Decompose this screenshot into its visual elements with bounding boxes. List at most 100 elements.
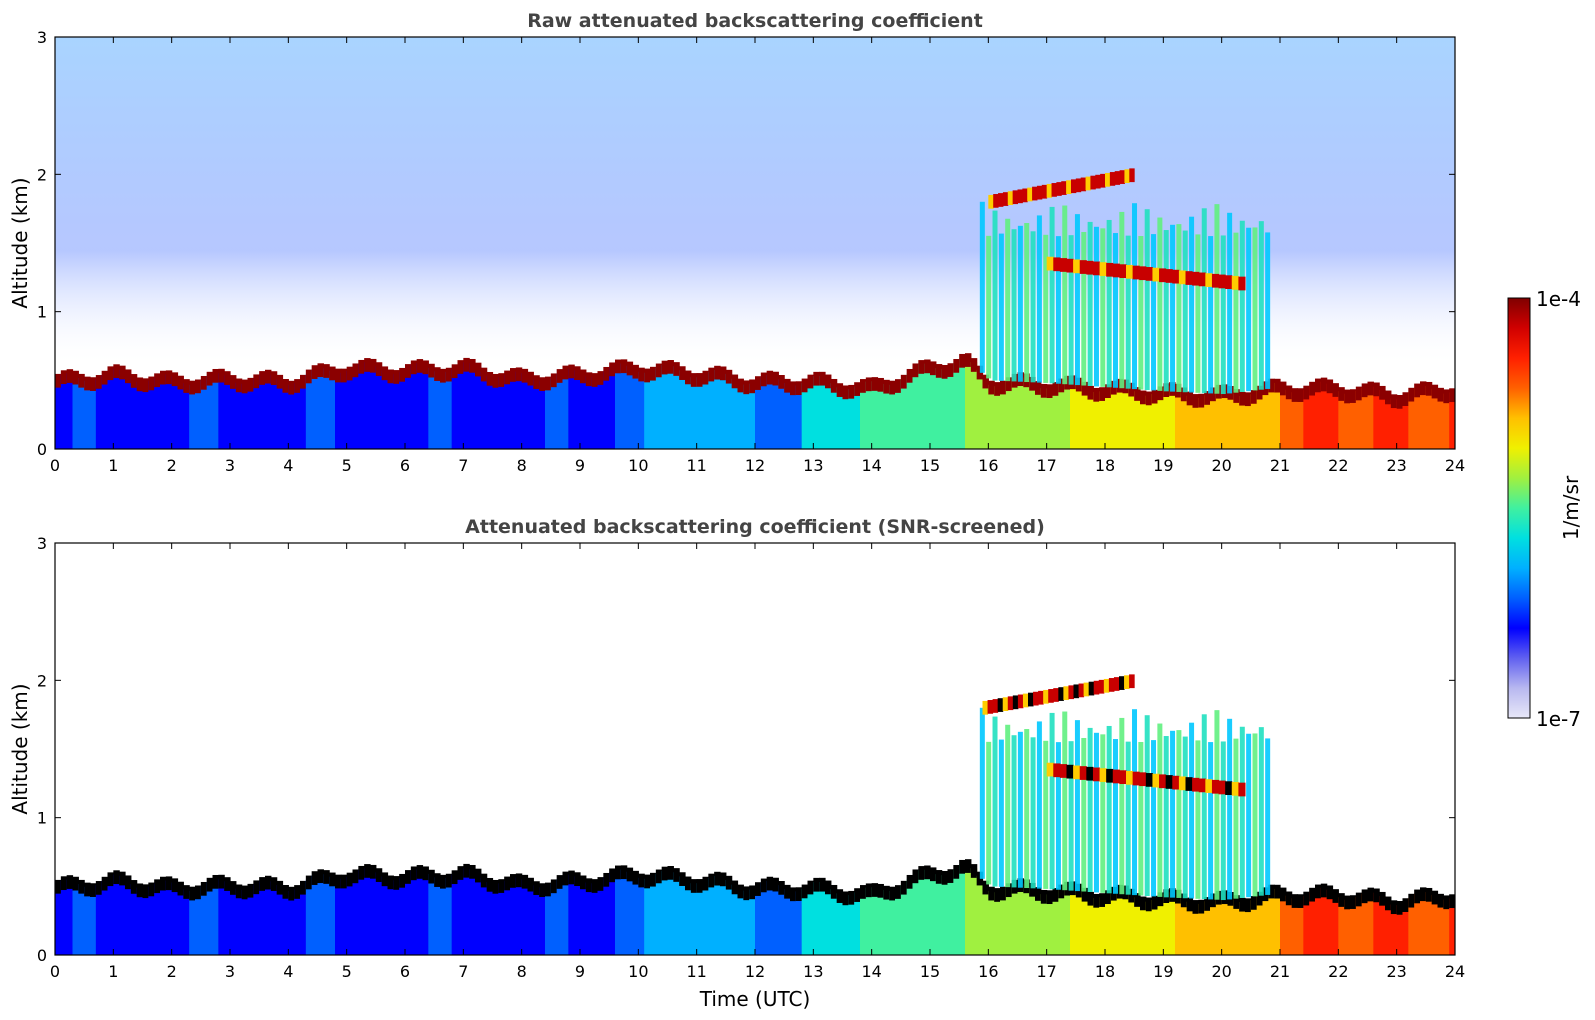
boundary-layer-top [965,353,972,367]
aerosol-column [95,885,103,955]
aerosol-column [300,884,307,955]
boundary-layer-top [667,360,674,374]
aerosol-column [230,885,237,955]
aerosol-column [1058,888,1065,955]
boundary-layer-top [1093,387,1100,402]
x-tick-label: 19 [1153,962,1173,981]
precipitation-streak [1258,727,1264,896]
boundary-layer-top [854,888,861,902]
boundary-layer-top [1344,895,1351,910]
precipitation-streak [1055,742,1061,890]
aerosol-column [445,371,453,449]
aerosol-column [766,880,774,955]
aerosol-column [212,879,219,955]
boundary-layer-top [661,866,669,881]
boundary-layer-top [1233,389,1240,403]
aerosol-column [136,381,144,449]
aerosol-column [1414,387,1421,449]
aerosol-column [434,371,441,449]
aerosol-column [1431,894,1439,955]
cloud-layer-0 [992,699,999,713]
cloud-layer-1 [1092,261,1101,276]
precipitation-streak [1151,234,1157,391]
boundary-layer-top [66,875,74,889]
cloud-layer-1 [1218,274,1226,289]
boundary-layer-top [1046,890,1054,905]
aerosol-column [148,886,155,955]
aerosol-column [1110,384,1118,449]
x-tick-label: 5 [342,962,352,981]
boundary-layer-top [1128,382,1135,397]
aerosol-column [416,869,424,955]
cloud-layer-0 [1114,171,1121,185]
raw-x-axis: 0 1 2 3 4 5 6 7 8 9 10 11 12 13 14 15 16 17 18 19 20 21 22 23 24 [50,37,1465,475]
aerosol-column [329,876,336,955]
boundary-layer-top [562,871,569,886]
cloud-layer-1 [1198,778,1206,793]
precipitation-streak [1017,731,1023,888]
cloud-layer-0 [1061,181,1067,195]
boundary-layer-top [305,875,313,890]
precipitation-streak [1087,727,1093,892]
boundary-layer-top [480,873,488,888]
aerosol-column [323,368,330,449]
boundary-layer-top [1268,884,1275,899]
aerosol-column [976,369,984,449]
aerosol-column [375,872,383,955]
aerosol-column [574,370,581,449]
aerosol-column [743,384,750,449]
boundary-layer-top [591,373,599,387]
boundary-layer-top [463,357,470,372]
boundary-layer-top [399,873,406,888]
precipitation-streak [1176,730,1182,898]
boundary-layer-top [1128,888,1135,903]
snr-heatmap [55,674,1455,955]
boundary-layer-top [755,882,762,896]
aerosol-column [795,385,803,449]
boundary-layer-top [165,876,173,891]
y-tick-label: 2 [37,671,47,690]
boundary-layer-top [224,371,231,385]
aerosol-column [1338,391,1345,449]
x-tick-label: 11 [686,962,706,981]
aerosol-column [562,875,569,955]
precipitation-streak [1093,226,1099,387]
x-tick-label: 17 [1036,456,1056,475]
precipitation-streak [1125,741,1131,895]
aerosol-column [889,890,896,955]
aerosol-column [842,389,849,449]
aerosol-column [154,883,161,955]
aerosol-column [1029,381,1036,449]
boundary-layer-top [241,885,249,900]
aerosol-column [533,885,540,955]
boundary-layer-top [445,873,453,888]
precipitation-streak [998,739,1004,887]
boundary-layer-top [667,866,674,880]
cloud-layer-0 [1075,178,1082,193]
boundary-layer-top [1361,383,1369,398]
precipitation-streak [1220,235,1226,395]
precipitation-streak [979,201,985,373]
aerosol-column [165,374,173,449]
aerosol-column [550,377,558,449]
aerosol-column [247,381,254,449]
aerosol-column [1245,902,1252,955]
boundary-layer-top [708,873,715,888]
precipitation-streak [1024,223,1030,383]
boundary-layer-top [568,364,575,379]
aerosol-column [206,375,214,449]
boundary-layer-top [889,886,896,901]
aerosol-column [778,379,785,449]
cloud-layer-0 [998,193,1004,207]
x-tick-label: 16 [978,962,998,981]
aerosol-column [597,881,604,955]
aerosol-column [580,373,587,449]
aerosol-column [1402,902,1409,955]
boundary-layer-top [1081,887,1089,902]
boundary-layer-top [90,377,97,391]
boundary-layer-top [84,376,91,391]
boundary-layer-top [790,887,797,902]
aerosol-column [515,371,523,449]
aerosol-column [1116,382,1124,449]
boundary-layer-top [877,883,884,898]
